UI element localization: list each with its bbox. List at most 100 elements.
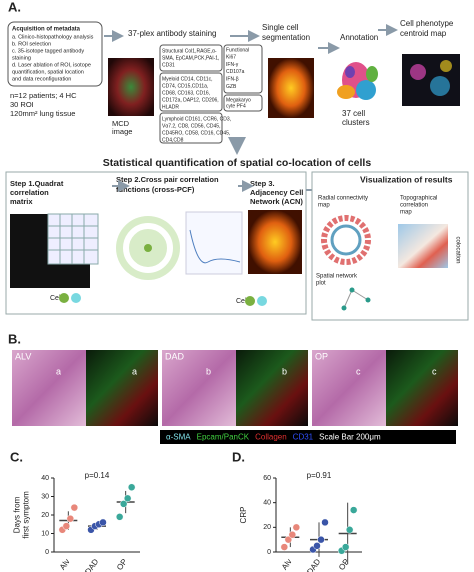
seg-label: Single cell: [262, 23, 299, 32]
marker-text: SMA, EpCAM,PCK,PAI-1,: [162, 55, 219, 61]
clusters-label: 37 cell: [342, 109, 365, 118]
data-point: [321, 518, 329, 527]
stat-title: Statistical quantification of spatial co…: [103, 157, 372, 169]
cell-a-swatch: [59, 293, 69, 303]
mcd-image: [108, 58, 154, 116]
cohort-text: 30 ROI: [10, 100, 34, 109]
metadata-item: staining: [12, 55, 31, 61]
step-title: Step 2.Cross pair correlation: [116, 175, 219, 184]
panel-label: B.: [8, 331, 21, 346]
data-point: [292, 523, 301, 532]
data-point: [99, 518, 107, 527]
cell-a: [144, 244, 152, 252]
x-tick-label: DAD: [305, 557, 322, 572]
data-point: [288, 530, 297, 539]
metadata-box: [7, 21, 103, 87]
data-point: [127, 483, 136, 491]
radial-map: [330, 224, 362, 256]
acn-image: [248, 210, 302, 274]
viz-label: map: [400, 210, 412, 216]
x-tick-label: Alv: [58, 557, 72, 571]
data-point: [341, 543, 350, 551]
legend-item: Collagen: [255, 433, 287, 442]
marker-text: Ki67: [226, 55, 236, 61]
data-point: [317, 535, 325, 544]
metadata-item: and data reconfiguration: [12, 76, 71, 82]
marker-text: CD74, CD15,CD11a,: [162, 83, 208, 89]
cell-b-swatch: [257, 296, 267, 306]
marker-text: Lymphoid CD161, CCR6, CD3,: [162, 116, 231, 122]
marker-text: Vα7.2, CD8, CD56, CD45,: [162, 123, 220, 129]
legend-item: Scale Bar 200μm: [319, 433, 381, 442]
network-edge: [343, 289, 353, 309]
cell-b-swatch: [71, 293, 81, 303]
network-node: [349, 287, 355, 293]
marker-text: CD4,CD8: [162, 137, 184, 143]
metadata-item: c. 35-isotope tagged antibody: [12, 48, 84, 54]
step-title: Adjacency Cell: [250, 188, 303, 197]
quadrat-grid: [48, 214, 98, 264]
marker-box: [223, 94, 263, 112]
image-label: OP: [315, 351, 328, 361]
legend-bar: [160, 430, 456, 444]
viz-label: Radial connectivity: [318, 196, 368, 202]
data-point: [345, 526, 354, 534]
image-letter: c: [356, 366, 361, 376]
marker-text: CD68, CD163, CD16,: [162, 90, 210, 96]
legend-item: Epcam/PanCK: [197, 433, 250, 442]
topo-map: [398, 224, 448, 268]
marker-text: GZB: [226, 84, 237, 90]
viz-label: correlation: [400, 203, 428, 209]
umap: [337, 62, 378, 100]
quadrat-grid: [47, 213, 99, 265]
fluor-image: [386, 350, 458, 426]
centroid-blob: [430, 76, 450, 96]
image-label: DAD: [165, 351, 185, 361]
viz-colocation: colocation: [454, 236, 460, 263]
cell-legend: Cell: [50, 295, 63, 302]
marker-text: CD45RO, CD58, CD16, CD45,: [162, 130, 230, 136]
y-label: first symptom: [22, 491, 31, 539]
fluor-image: [236, 350, 308, 426]
seg-label: segmentation: [262, 33, 310, 42]
panel-label: C.: [10, 449, 23, 464]
pcf-curve: [189, 229, 241, 264]
cell-a-swatch: [245, 296, 255, 306]
x-tick-label: OP: [115, 557, 129, 572]
annotation: p=0.91: [307, 471, 332, 480]
segmentation-image: [268, 58, 314, 118]
panel-label: D.: [232, 449, 245, 464]
y-label: Days from: [13, 496, 22, 533]
y-tick-label: 0: [45, 549, 49, 556]
centroid-label: centroid map: [400, 29, 447, 38]
x-tick-label: OP: [337, 557, 351, 572]
he-image: [12, 350, 86, 426]
network-node: [341, 305, 347, 311]
viz-title: Visualization of results: [360, 174, 453, 184]
y-tick-label: 20: [41, 512, 49, 519]
marker-text: Structural Col1,RAGE,α-: [162, 48, 217, 54]
marker-text: Functional: [226, 47, 249, 53]
fluor-image: [86, 350, 158, 426]
image-letter: b: [206, 366, 211, 376]
centroid-label: Cell phenotype: [400, 19, 454, 28]
centroid-blob: [440, 60, 452, 72]
pcf-plot: [185, 211, 243, 275]
marker-box: [159, 72, 223, 112]
network-edge: [351, 289, 369, 301]
marker-box: [159, 44, 223, 72]
marker-text: cyte PF4: [226, 103, 246, 109]
step-title: correlation: [10, 188, 49, 197]
marker-box: [159, 112, 223, 144]
metadata-title: Acquisition of metadata: [12, 27, 81, 33]
x-tick-label: Alv: [280, 557, 294, 571]
he-image: [312, 350, 386, 426]
metadata-item: d. Laser ablation of ROI, isotope: [12, 62, 91, 68]
viz-label: Topographical: [400, 196, 437, 202]
annotation-label: Annotation: [340, 33, 378, 42]
viz-label: map: [318, 203, 330, 209]
viz-label: Spatial network: [316, 274, 358, 280]
step-title: Step 1.Quadrat: [10, 179, 64, 188]
image-letter: b: [282, 366, 287, 376]
steps-box: [5, 171, 307, 315]
